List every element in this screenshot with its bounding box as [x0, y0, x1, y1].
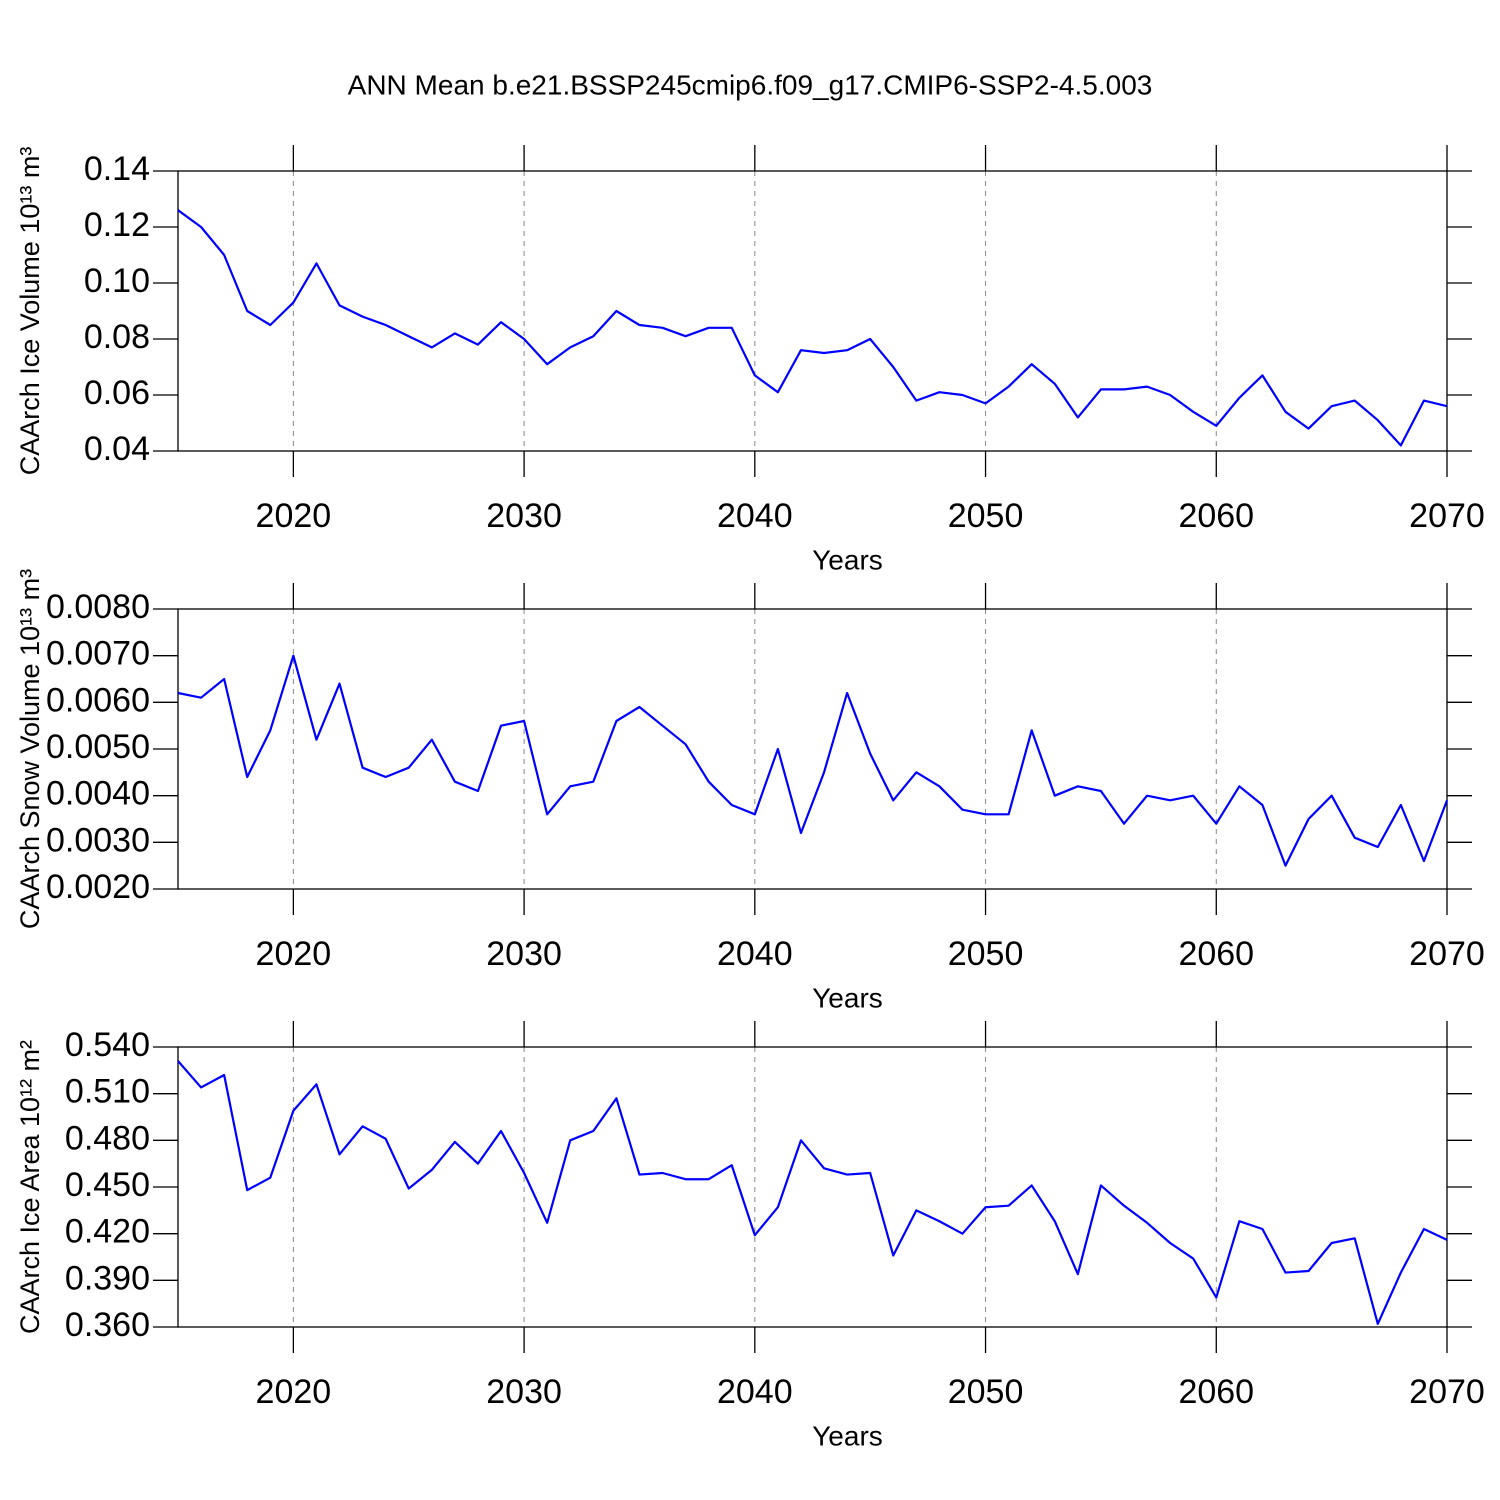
data-line [177, 209, 1448, 447]
plot-frame [177, 1046, 1448, 1328]
data-line [177, 1060, 1448, 1325]
y-tick-label: 0.0020 [46, 868, 150, 906]
y-tick-label: 0.450 [65, 1166, 150, 1204]
plot-frame [177, 170, 1448, 452]
x-tick-label: 2060 [1178, 1373, 1254, 1411]
x-axis-label: Years [812, 982, 883, 1013]
x-tick-label: 2060 [1178, 497, 1254, 535]
y-tick-label: 0.0030 [46, 821, 150, 859]
y-tick-label: 0.0050 [46, 728, 150, 766]
y-tick-label: 0.390 [65, 1259, 150, 1297]
y-axis-label: CAArch Snow Volume 10¹³ m³ [15, 569, 45, 929]
y-tick-label: 0.08 [84, 318, 150, 356]
y-tick-label: 0.0080 [46, 588, 150, 626]
x-tick-label: 2050 [948, 935, 1024, 973]
x-tick-label: 2050 [948, 497, 1024, 535]
x-tick-label: 2060 [1178, 935, 1254, 973]
y-axis-label: CAArch Ice Volume 10¹³ m³ [15, 147, 45, 476]
y-tick-label: 0.06 [84, 374, 150, 412]
x-tick-label: 2040 [717, 497, 793, 535]
figure-title: ANN Mean b.e21.BSSP245cmip6.f09_g17.CMIP… [348, 69, 1153, 100]
plot-frame [177, 608, 1448, 890]
y-tick-label: 0.510 [65, 1073, 150, 1111]
y-tick-label: 0.0060 [46, 681, 150, 719]
y-tick-label: 0.14 [84, 150, 150, 188]
x-tick-label: 2070 [1409, 935, 1485, 973]
x-tick-label: 2050 [948, 1373, 1024, 1411]
x-tick-label: 2030 [486, 935, 562, 973]
x-tick-label: 2030 [486, 497, 562, 535]
x-tick-label: 2040 [717, 1373, 793, 1411]
y-tick-label: 0.420 [65, 1213, 150, 1251]
y-axis-label: CAArch Ice Area 10¹² m² [15, 1040, 45, 1334]
x-tick-label: 2020 [256, 497, 332, 535]
data-line [177, 654, 1449, 867]
y-tick-label: 0.480 [65, 1119, 150, 1157]
x-axis-label: Years [812, 1420, 883, 1451]
y-tick-label: 0.0040 [46, 775, 150, 813]
y-tick-label: 0.12 [84, 206, 150, 244]
x-tick-label: 2020 [256, 1373, 332, 1411]
x-tick-label: 2040 [717, 935, 793, 973]
y-tick-label: 0.04 [84, 430, 150, 468]
x-tick-label: 2070 [1409, 1373, 1485, 1411]
y-tick-label: 0.0070 [46, 635, 150, 673]
y-tick-label: 0.540 [65, 1026, 150, 1064]
x-tick-label: 2030 [486, 1373, 562, 1411]
x-tick-label: 2020 [256, 935, 332, 973]
y-tick-label: 0.10 [84, 262, 150, 300]
y-tick-label: 0.360 [65, 1306, 150, 1344]
x-tick-label: 2070 [1409, 497, 1485, 535]
x-axis-label: Years [812, 544, 883, 575]
